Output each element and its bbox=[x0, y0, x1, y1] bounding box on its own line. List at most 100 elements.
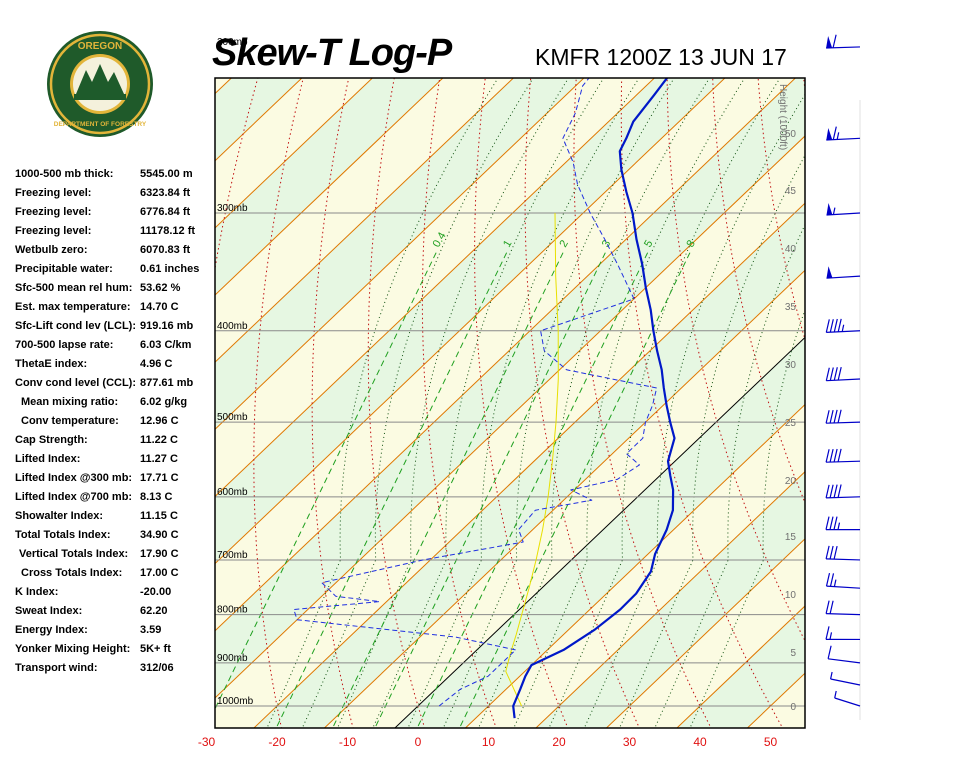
oregon-forestry-logo: OREGON DEPARTMENT OF FORESTRY bbox=[47, 31, 153, 137]
stat-label: Yonker Mixing Height: bbox=[15, 643, 131, 655]
stat-value: 11.22 C bbox=[140, 434, 178, 446]
height-tick-label: 40 bbox=[785, 244, 797, 255]
stat-label: Cap Strength: bbox=[15, 434, 88, 446]
isotherm-line bbox=[215, 78, 515, 363]
wind-barb bbox=[826, 266, 861, 279]
stat-label: Mean mixing ratio: bbox=[21, 396, 119, 408]
moist-adiabat bbox=[442, 78, 675, 728]
mixing-ratio-line bbox=[333, 251, 564, 727]
stat-value: -20.00 bbox=[140, 586, 172, 598]
isotherm-line bbox=[215, 78, 444, 296]
stat-value: 12.96 C bbox=[140, 415, 179, 427]
stat-value: 6776.84 ft bbox=[140, 206, 191, 218]
dry-adiabat bbox=[620, 78, 784, 728]
dry-adiabat bbox=[838, 0, 960, 737]
dry-adiabat bbox=[712, 78, 805, 504]
wind-barb bbox=[826, 203, 861, 216]
height-tick-label: 5 bbox=[790, 648, 796, 659]
stat-row: Transport wind: 312/06 bbox=[15, 662, 215, 681]
moist-adiabat bbox=[689, 308, 805, 728]
wind-barb bbox=[825, 409, 861, 424]
stat-label: Sfc-500 mean rel hum: bbox=[15, 282, 133, 294]
stat-row: ThetaE index: 4.96 C bbox=[15, 358, 215, 377]
stability-indices-panel: 1000-500 mb thick: 5545.00 m Freezing leve… bbox=[15, 168, 215, 681]
stat-row: 700-500 lapse rate: 6.03 C/km bbox=[15, 339, 215, 358]
height-axis-label: Height (1000ft) bbox=[777, 84, 788, 150]
stat-label: 1000-500 mb thick: bbox=[15, 168, 114, 180]
stat-row: Mean mixing ratio: 6.02 g/kg bbox=[15, 396, 215, 415]
moist-adiabat bbox=[618, 154, 805, 728]
stat-value: 5545.00 m bbox=[140, 168, 193, 180]
mixing-ratio-line bbox=[276, 251, 508, 727]
mixing-ratio-line bbox=[215, 251, 437, 710]
stat-row: Yonker Mixing Height: 5K+ ft bbox=[15, 643, 215, 662]
stat-row: K Index: -20.00 bbox=[15, 586, 215, 605]
height-tick-label: 15 bbox=[785, 532, 797, 543]
parcel-trace-line bbox=[505, 212, 559, 707]
stat-label: Transport wind: bbox=[15, 662, 98, 674]
dry-adiabat bbox=[954, 0, 960, 737]
stat-label: Sweat Index: bbox=[15, 605, 83, 617]
wind-barb bbox=[825, 516, 861, 531]
moist-adiabat bbox=[301, 78, 534, 728]
wind-barb bbox=[826, 34, 861, 49]
moist-adiabat bbox=[407, 78, 640, 728]
pressure-label: 1000mb bbox=[217, 696, 254, 707]
pressure-label: 700mb bbox=[217, 550, 248, 561]
dry-adiabat bbox=[916, 0, 960, 737]
station-time-label: KMFR 1200Z 13 JUN 17 bbox=[535, 44, 787, 70]
dry-adiabat bbox=[524, 78, 640, 728]
stat-value: 62.20 bbox=[140, 605, 168, 617]
height-tick-label: 25 bbox=[785, 418, 797, 429]
stat-row: Conv temperature: 12.96 C bbox=[15, 415, 215, 434]
stat-value: 4.96 C bbox=[140, 358, 173, 370]
stat-label: Precipitable water: bbox=[15, 263, 113, 275]
stat-row: Showalter Index: 11.15 C bbox=[15, 510, 215, 529]
stat-label: Conv temperature: bbox=[21, 415, 119, 427]
stat-label: 700-500 lapse rate: bbox=[15, 339, 114, 351]
x-tick-label: -30 bbox=[198, 735, 216, 749]
stat-row: Sfc-Lift cond lev (LCL): 919.16 mb bbox=[15, 320, 215, 339]
moist-adiabat bbox=[477, 78, 711, 728]
stat-row: Freezing level: 6323.84 ft bbox=[15, 187, 215, 206]
stat-row: Total Totals Index: 34.90 C bbox=[15, 529, 215, 548]
stat-value: 877.61 mb bbox=[140, 377, 194, 389]
pressure-label: 200mb bbox=[217, 37, 248, 48]
dry-adiabat bbox=[367, 78, 426, 728]
height-tick-label: 45 bbox=[785, 186, 797, 197]
stat-label: Showalter Index: bbox=[15, 510, 104, 522]
stat-row: Vertical Totals Index: 17.90 C bbox=[15, 548, 215, 567]
stat-label: Freezing level: bbox=[15, 225, 92, 237]
moist-adiabat bbox=[548, 78, 781, 728]
height-tick-label: 35 bbox=[785, 302, 797, 313]
stat-label: Cross Totals Index: bbox=[21, 567, 123, 579]
stat-value: 3.59 bbox=[140, 624, 162, 636]
stat-value: 6.02 g/kg bbox=[140, 396, 188, 408]
stat-label: Energy Index: bbox=[15, 624, 88, 636]
stat-label: K Index: bbox=[15, 586, 59, 598]
dry-adiabat bbox=[878, 0, 960, 737]
stat-row: Wetbulb zero: 6070.83 ft bbox=[15, 244, 215, 263]
wind-barb bbox=[825, 484, 861, 499]
dry-adiabat bbox=[757, 78, 805, 341]
moist-adiabat bbox=[513, 78, 746, 728]
wind-barb bbox=[825, 626, 861, 641]
stat-label: Lifted Index @300 mb: bbox=[15, 472, 133, 484]
x-tick-label: 40 bbox=[693, 735, 707, 749]
height-tick-label: 30 bbox=[785, 360, 797, 371]
stat-row: Freezing level: 11178.12 ft bbox=[15, 225, 215, 244]
stat-value: 11.15 C bbox=[140, 510, 178, 522]
stat-value: 919.16 mb bbox=[140, 320, 194, 332]
stat-row: Cross Totals Index: 17.00 C bbox=[15, 567, 215, 586]
moist-adiabat bbox=[372, 78, 605, 728]
stat-value: 17.00 C bbox=[140, 567, 179, 579]
stat-value: 8.13 C bbox=[140, 491, 173, 503]
stat-row: Lifted Index: 11.27 C bbox=[15, 453, 215, 472]
isotherm-line bbox=[535, 471, 805, 728]
wind-barb bbox=[825, 572, 861, 589]
stat-value: 11178.12 ft bbox=[140, 225, 196, 237]
stat-label: Wetbulb zero: bbox=[15, 244, 88, 256]
mixing-ratio-line bbox=[460, 251, 691, 727]
wind-barb bbox=[827, 645, 861, 664]
